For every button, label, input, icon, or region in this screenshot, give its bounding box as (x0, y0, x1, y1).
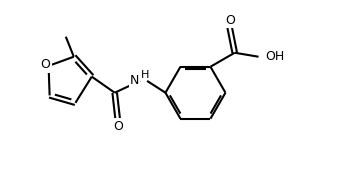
Text: OH: OH (265, 50, 285, 63)
Text: O: O (225, 14, 235, 27)
Text: H: H (141, 70, 149, 80)
Text: O: O (41, 58, 51, 71)
Text: N: N (130, 74, 139, 87)
Text: O: O (113, 120, 123, 133)
